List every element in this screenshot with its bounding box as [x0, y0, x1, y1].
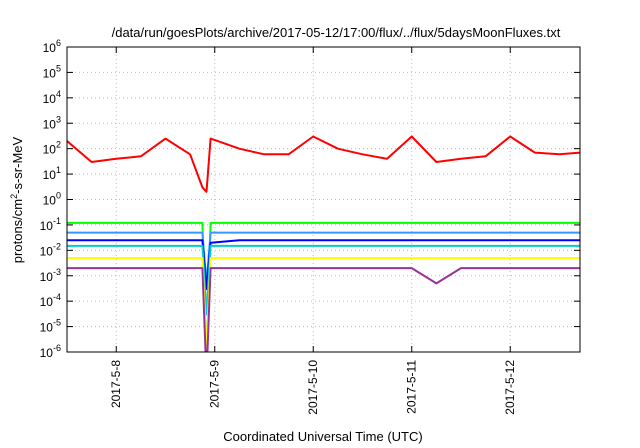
y-tick-label: 105 [43, 63, 61, 80]
series-line [67, 267, 580, 352]
x-axis: 2017-5-8 2017-5-9 2017-5-10 2017-5-11 2017-5… [109, 47, 517, 415]
x-tick-label: 2017-5-12 [503, 360, 517, 415]
y-tick-label: 103 [43, 114, 61, 131]
y-tick-label: 101 [43, 165, 61, 182]
chart-title: /data/run/goesPlots/archive/2017-05-12/1… [112, 25, 561, 40]
series-line [67, 231, 580, 285]
series-line [67, 244, 580, 316]
y-axis-label: protons/cm2-s-sr-MeV [9, 136, 25, 263]
x-tick-label: 2017-5-11 [405, 360, 419, 414]
y-tick-label: 10-6 [40, 343, 61, 360]
y-tick-label: 10-1 [40, 216, 61, 233]
y-axis-label-post: -s-sr-MeV [10, 136, 25, 193]
x-axis-label: Coordinated Universal Time (UTC) [223, 429, 422, 444]
y-axis-label-sup: 2 [9, 194, 19, 199]
series-line [67, 257, 580, 352]
x-tick-label: 2017-5-9 [208, 360, 222, 408]
y-tick-label: 10-3 [40, 267, 61, 284]
y-axis: 10-6 10-5 10-4 10-3 10-2 10-1 100 101 102 103 104 1… [40, 38, 580, 360]
grid [67, 47, 580, 352]
y-axis-label-pre: protons/cm [10, 199, 25, 263]
series-layer [67, 135, 580, 352]
series-line [67, 135, 580, 193]
series-line [67, 239, 580, 290]
y-tick-label: 10-2 [40, 241, 61, 258]
series-line [67, 221, 580, 352]
x-tick-label: 2017-5-8 [109, 360, 123, 408]
x-tick-label: 2017-5-10 [306, 360, 320, 415]
y-tick-label: 10-5 [40, 318, 61, 335]
y-tick-label: 104 [43, 89, 61, 106]
y-tick-label: 10-4 [40, 292, 61, 309]
y-tick-label: 106 [43, 38, 61, 55]
y-tick-label: 102 [43, 140, 61, 157]
y-tick-label: 100 [43, 191, 61, 208]
